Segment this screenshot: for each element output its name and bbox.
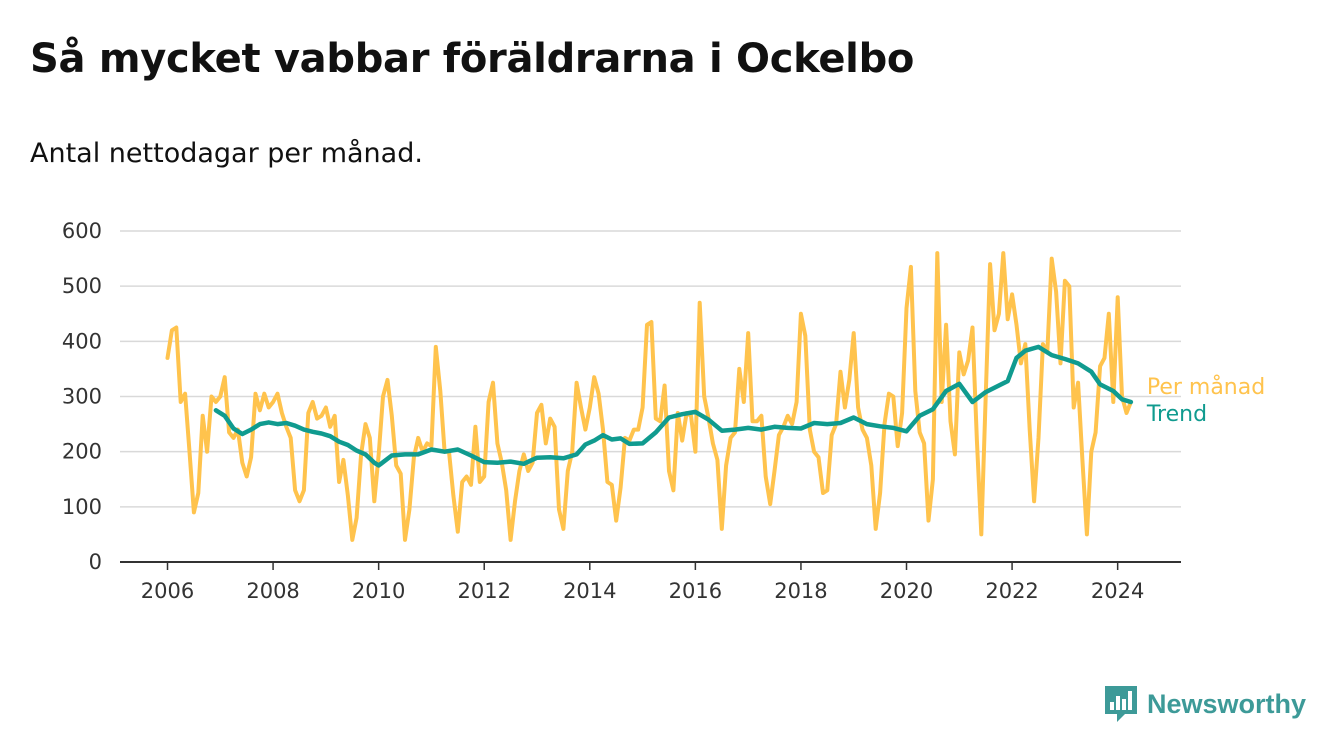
x-tick-label: 2024 (1091, 579, 1144, 603)
y-tick-label: 600 (62, 219, 102, 243)
chart-subtitle: Antal nettodagar per månad. (30, 138, 423, 169)
y-tick-label: 500 (62, 274, 102, 298)
x-tick-label: 2012 (457, 579, 510, 603)
x-tick-label: 2008 (246, 579, 299, 603)
logo-text: Newsworthy (1147, 688, 1307, 719)
x-tick-label: 2010 (352, 579, 405, 603)
x-tick-label: 2022 (985, 579, 1038, 603)
newsworthy-logo: Newsworthy (1103, 684, 1306, 724)
y-tick-label: 300 (62, 385, 102, 409)
chart-title: Så mycket vabbar föräldrarna i Ockelbo (30, 36, 915, 82)
y-tick-label: 200 (62, 440, 102, 464)
line-chart: 0 100 200 300 400 500 600 2006 2008 2010 2012 2014 2… (62, 219, 1265, 603)
x-tick-label: 2014 (563, 579, 616, 603)
monthly-series-line (165, 251, 1133, 542)
y-tick-label: 100 (62, 495, 102, 519)
x-tick-label: 2006 (141, 579, 194, 603)
legend-label-trend: Trend (1146, 402, 1207, 427)
trend-series-line (213, 344, 1134, 468)
x-tick-label: 2018 (774, 579, 827, 603)
bar-chart-icon (1105, 686, 1137, 722)
y-tick-label: 400 (62, 329, 102, 353)
y-tick-label: 0 (89, 550, 102, 574)
legend-label-monthly: Per månad (1147, 374, 1265, 400)
x-tick-label: 2016 (669, 579, 722, 603)
x-tick-label: 2020 (880, 579, 933, 603)
